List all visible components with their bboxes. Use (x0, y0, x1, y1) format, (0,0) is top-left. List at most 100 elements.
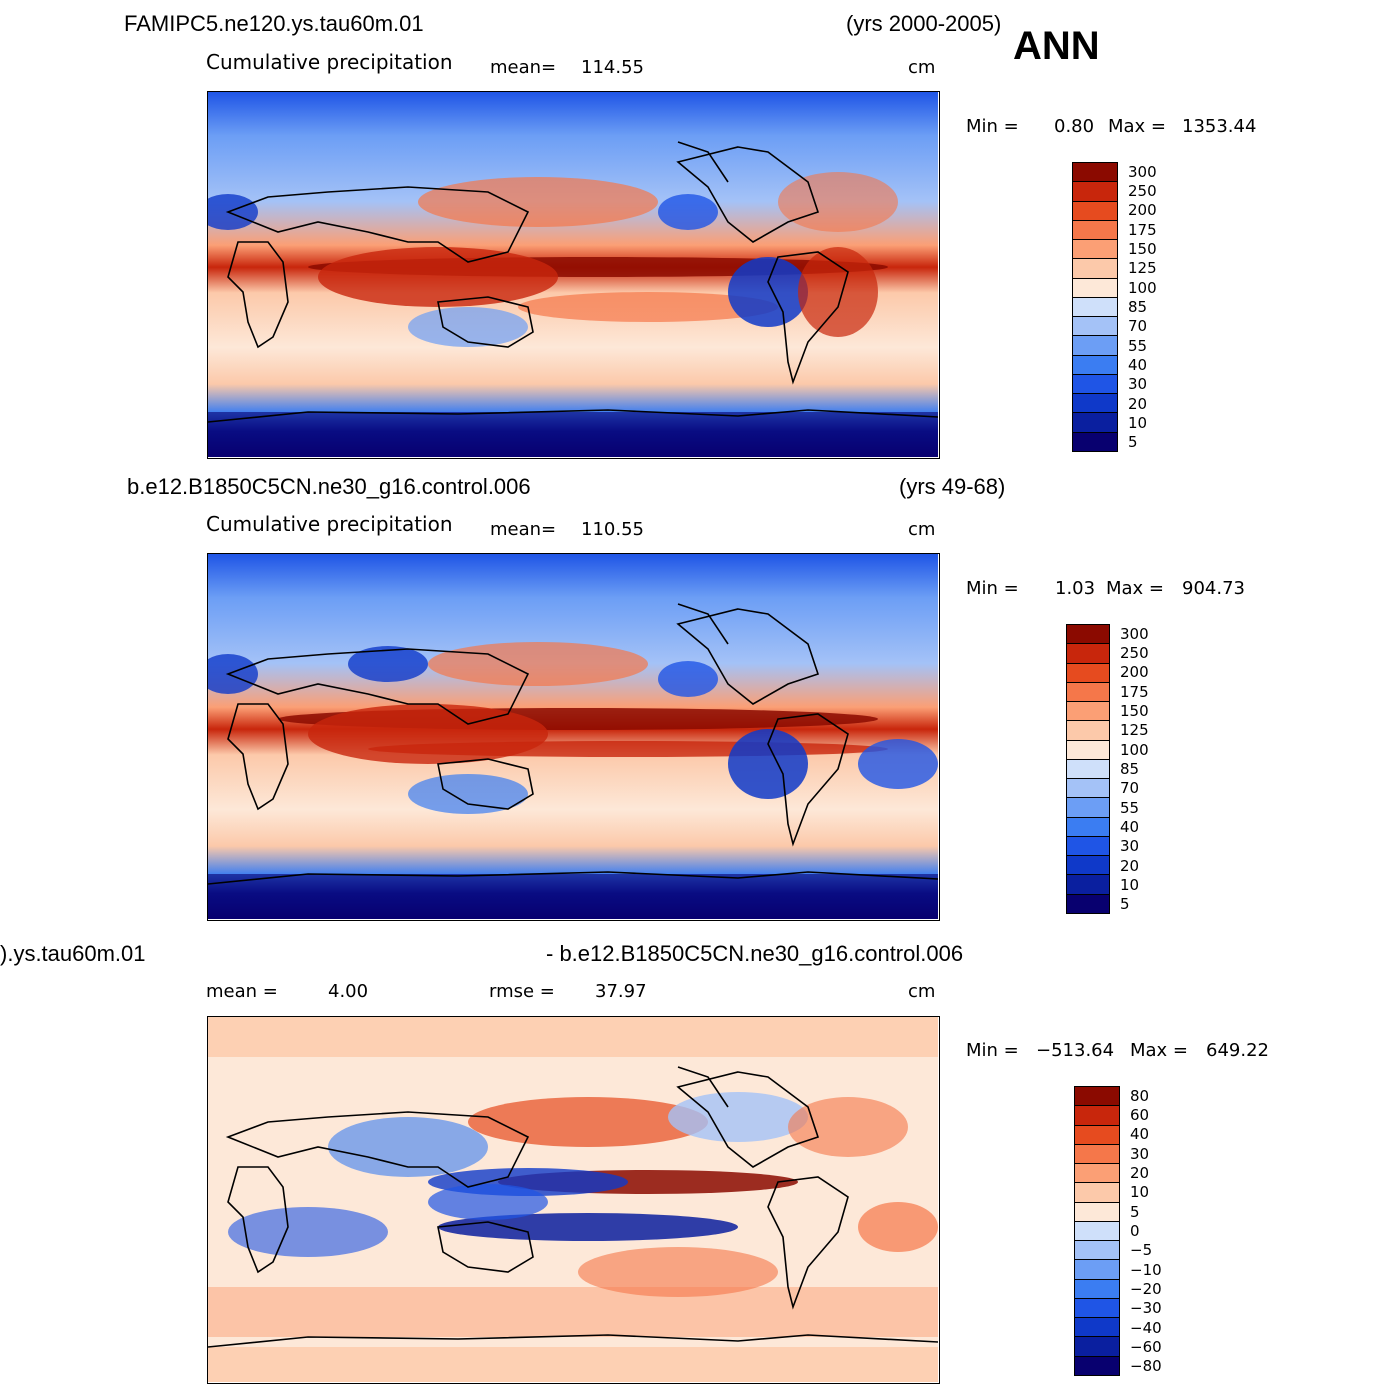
mean-label-3: mean = (206, 981, 278, 1002)
colorbar-swatch (1075, 1318, 1119, 1338)
years-2: (yrs 49-68) (899, 474, 1006, 499)
colorbar-tick-label: −60 (1130, 1338, 1162, 1356)
min-value-3: −513.64 (1036, 1040, 1115, 1061)
colorbar-swatch (1075, 1164, 1119, 1184)
colorbar-swatch (1075, 1202, 1119, 1222)
colorbar-tick-label: 5 (1130, 1202, 1140, 1221)
colorbar-swatch (1073, 259, 1117, 279)
colorbar-tick-label: 175 (1128, 220, 1157, 239)
colorbar-tick-label: 100 (1128, 278, 1157, 297)
colorbar-swatch (1073, 336, 1117, 356)
colorbar-swatch (1067, 682, 1109, 703)
colorbar-swatch (1073, 432, 1117, 451)
colorbar-tick-label: 20 (1128, 394, 1148, 413)
min-label-3: Min = (966, 1040, 1019, 1061)
colorbar-tick-label: 55 (1120, 798, 1140, 817)
colorbar-swatch (1075, 1087, 1119, 1107)
colorbar-tick-label: 80 (1130, 1086, 1150, 1105)
colorbar-tick-label: 55 (1128, 336, 1148, 355)
colorbar-swatch (1073, 278, 1117, 298)
colorbar-tick-label: 40 (1128, 356, 1148, 374)
mean-value-2: 110.55 (581, 519, 644, 540)
colorbar-swatch (1075, 1144, 1119, 1165)
colorbar-tick-label: 300 (1120, 624, 1149, 643)
mean-label-1: mean= (490, 57, 557, 78)
colorbar-tick-label: 85 (1128, 298, 1148, 316)
colorbar-tick-label: 30 (1130, 1144, 1150, 1163)
colorbar-tick-label: 200 (1128, 201, 1157, 220)
colorbar-swatch (1075, 1221, 1119, 1242)
colorbar-tick-label: 60 (1130, 1106, 1150, 1124)
colorbar-swatch (1067, 875, 1109, 895)
colorbar-swatch (1073, 220, 1117, 241)
colorbar-swatch (1067, 663, 1109, 683)
colorbar-swatch (1067, 798, 1109, 818)
colorbar-tick-label: 30 (1120, 837, 1140, 856)
colorbar-tick-label: 300 (1128, 162, 1157, 181)
colorbar-tick-label: 150 (1120, 702, 1149, 720)
colorbar-tick-label: 5 (1120, 895, 1130, 914)
colorbar-tick-label: −5 (1130, 1241, 1153, 1260)
min-value-1: 0.80 (1054, 116, 1095, 137)
colorbar-tick-label: 30 (1128, 375, 1148, 394)
case-title-2: b.e12.B1850C5CN.ne30_g16.control.006 (127, 474, 531, 499)
colorbar-swatch (1075, 1106, 1119, 1126)
colorbar-tick-label: 10 (1128, 414, 1148, 432)
colorbar-tick-label: −80 (1130, 1357, 1162, 1376)
colorbar-swatch (1067, 644, 1109, 664)
variable-label-2: Cumulative precipitation (206, 512, 453, 536)
max-label-2: Max = (1106, 578, 1165, 599)
case-title-3-left: ).ys.tau60m.01 (0, 941, 146, 966)
min-label-2: Min = (966, 578, 1019, 599)
colorbar-swatch (1075, 1241, 1119, 1261)
max-label-1: Max = (1108, 116, 1167, 137)
min-label-1: Min = (966, 116, 1019, 137)
colorbar-tick-label: 10 (1120, 876, 1140, 894)
colorbar-tick-label: 175 (1120, 682, 1149, 701)
colorbar-tick-label: 85 (1120, 760, 1140, 778)
precip-map-1 (207, 91, 940, 459)
max-value-1: 1353.44 (1182, 116, 1257, 137)
colorbar-tick-label: 200 (1120, 663, 1149, 682)
colorbar-3 (1074, 1086, 1120, 1376)
max-label-3: Max = (1130, 1040, 1189, 1061)
colorbar-labels-1: 300 250 200 175 150 125 100 85 70 55 40 30 20 10 5 (1128, 162, 1188, 452)
colorbar-tick-label: 125 (1120, 721, 1149, 740)
mean-value-1: 114.55 (581, 57, 644, 78)
colorbar-tick-label: 10 (1130, 1183, 1150, 1202)
colorbar-swatch (1075, 1337, 1119, 1357)
mean-label-2: mean= (490, 519, 557, 540)
colorbar-swatch (1067, 625, 1109, 645)
rmse-value-3: 37.97 (595, 981, 647, 1002)
colorbar-swatch (1073, 413, 1117, 433)
colorbar-tick-label: −40 (1130, 1318, 1162, 1337)
precip-map-2 (207, 553, 940, 921)
colorbar-swatch (1073, 240, 1117, 260)
colorbar-swatch (1067, 702, 1109, 722)
colorbar-swatch (1075, 1125, 1119, 1145)
colorbar-swatch (1075, 1279, 1119, 1299)
colorbar-swatch (1067, 817, 1109, 837)
colorbar-2 (1066, 624, 1110, 914)
colorbar-swatch (1073, 355, 1117, 375)
units-1: cm (908, 57, 936, 78)
colorbar-swatch (1067, 740, 1109, 760)
colorbar-swatch (1073, 163, 1117, 183)
mean-value-3: 4.00 (328, 981, 369, 1002)
colorbar-swatch (1073, 317, 1117, 337)
colorbar-tick-label: 40 (1130, 1125, 1150, 1144)
colorbar-swatch (1067, 856, 1109, 876)
max-value-3: 649.22 (1206, 1040, 1269, 1061)
colorbar-labels-3: 80 60 40 30 20 10 5 0 −5 −10 −20 −30 −40 −60 −80 (1130, 1086, 1190, 1376)
colorbar-tick-label: 70 (1120, 779, 1140, 798)
colorbar-swatch (1067, 894, 1109, 913)
colorbar-swatch (1067, 759, 1109, 780)
season-label: ANN (1013, 24, 1100, 68)
colorbar-swatch (1073, 394, 1117, 414)
colorbar-tick-label: 0 (1130, 1222, 1140, 1240)
colorbar-tick-label: 250 (1128, 182, 1157, 200)
difference-map (207, 1016, 940, 1384)
years-1: (yrs 2000-2005) (846, 11, 1002, 36)
colorbar-tick-label: 40 (1120, 818, 1140, 836)
colorbar-swatch (1075, 1183, 1119, 1203)
